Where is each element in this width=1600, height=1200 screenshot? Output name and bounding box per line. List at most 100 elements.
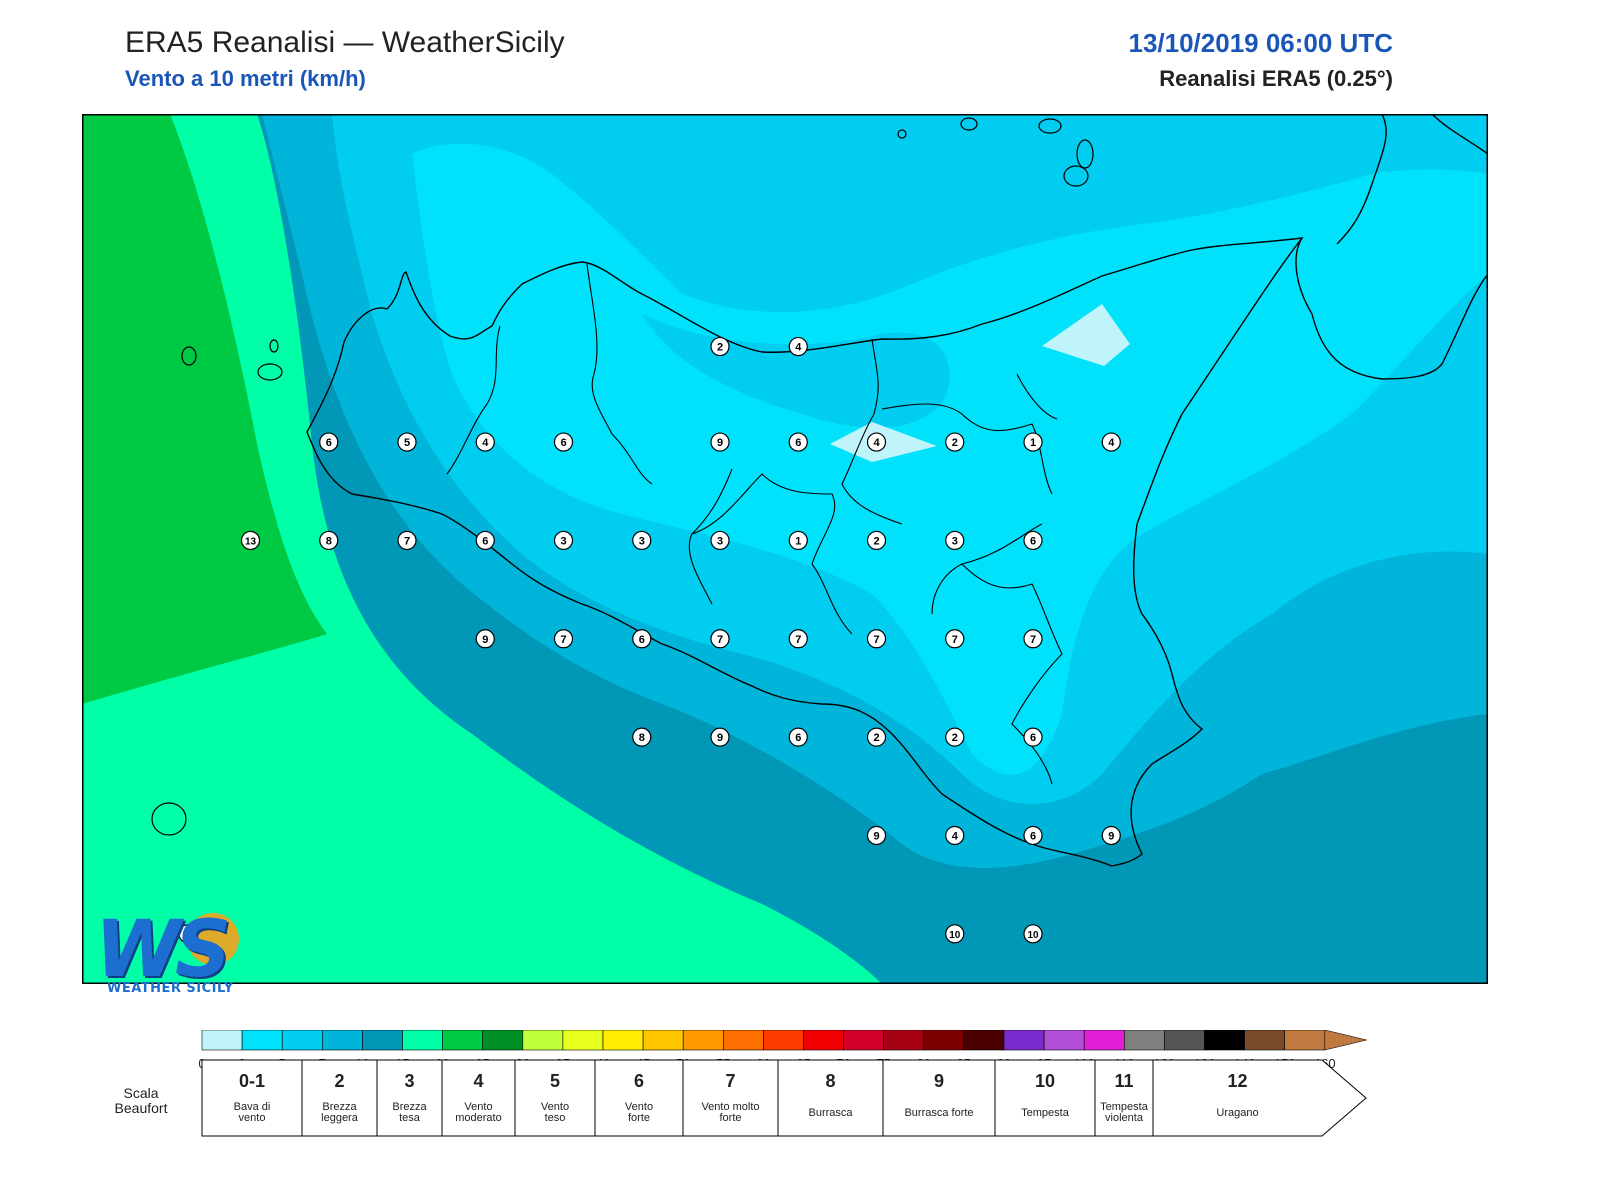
map-datetime: 13/10/2019 06:00 UTC — [1128, 28, 1393, 58]
wind-value-text: 6 — [560, 437, 566, 449]
wind-value-marker: 13 — [240, 530, 261, 551]
island-vulcano — [1038, 118, 1062, 134]
beaufort-label: Scala Beaufort — [115, 1085, 168, 1116]
wind-value-text: 3 — [717, 535, 723, 547]
wind-value-marker: 6 — [632, 629, 652, 649]
wind-marker-circle — [866, 432, 887, 452]
wind-value-marker: 4 — [475, 432, 495, 452]
wind-value-text: 1 — [1030, 437, 1036, 449]
wind-value-text: 4 — [1108, 437, 1115, 449]
wind-value-marker: 7 — [788, 629, 808, 649]
wind-marker-circle — [945, 825, 965, 846]
beaufort-scale: Scala Beaufort 0-1 Bava di vento 2 Brezza legge… — [115, 1059, 1367, 1137]
colorbar-swatch — [923, 1030, 965, 1051]
colorbar-swatch — [1164, 1030, 1205, 1051]
colorbar-swatch — [201, 1030, 243, 1051]
wind-value-marker: 1 — [1023, 432, 1043, 452]
wind-value-marker: 7 — [397, 530, 417, 551]
island-stromboli — [1063, 165, 1089, 187]
logo-mark: WS — [95, 905, 231, 995]
field-band-15-20 — [82, 114, 882, 984]
wind-value-text: 7 — [560, 634, 566, 646]
wind-marker-circle — [788, 336, 808, 357]
island-egadi-3 — [269, 339, 279, 353]
wind-marker-circle — [788, 629, 808, 649]
wind-value-text: 3 — [952, 535, 958, 547]
map-title: ERA5 Reanalisi — WeatherSicily — [125, 26, 565, 59]
field-band-20-25 — [82, 114, 327, 704]
wind-marker-circle — [475, 432, 495, 452]
wind-map: 2 4 6 5 4 6 9 6 4 2 1 4 13 8 7 6 3 3 3 1 2 3 6 9 7 6 7 7 7 7 7 8 9 6 2 2 6 9 4… — [82, 114, 1488, 984]
beaufort-description: Tempesta violenta — [1100, 1101, 1149, 1124]
island-pantelleria — [151, 802, 187, 836]
wind-value-marker: 3 — [632, 530, 652, 551]
wind-marker-circle — [866, 530, 887, 551]
beaufort-description: Vento molto forte — [701, 1101, 759, 1124]
wind-value-text: 6 — [482, 535, 488, 547]
wind-value-marker: 9 — [475, 629, 495, 649]
wind-marker-circle — [1023, 629, 1043, 649]
wind-value-marker: 3 — [553, 530, 574, 551]
calabria-coastline — [1295, 114, 1488, 380]
wind-value-text: 3 — [560, 535, 566, 547]
wind-marker-circle — [788, 432, 808, 452]
wind-marker-circle — [710, 530, 730, 551]
wind-value-marker: 1 — [788, 530, 808, 551]
beaufort-number: 3 — [404, 1071, 414, 1091]
colorbar-swatch — [963, 1030, 1005, 1051]
colorbar-swatch — [763, 1030, 804, 1051]
wind-marker-circle — [866, 727, 887, 747]
wind-marker-circle — [632, 727, 652, 747]
colorbar-swatch — [1124, 1030, 1165, 1051]
wind-marker-circle — [475, 629, 495, 649]
beaufort-description: Burrasca forte — [904, 1107, 973, 1119]
colorbar-swatch — [442, 1030, 484, 1051]
wind-marker-circle — [319, 530, 339, 551]
wind-value-marker: 2 — [945, 727, 965, 747]
wind-marker-circle — [710, 629, 730, 649]
sicily-coastline — [306, 237, 1304, 867]
wind-value-marker: 9 — [710, 432, 730, 452]
wind-value-text: 5 — [404, 437, 410, 449]
wind-value-text: 6 — [795, 732, 801, 744]
wind-marker-circle — [1023, 825, 1043, 846]
beaufort-description: Brezza tesa — [392, 1101, 427, 1124]
wind-marker-circle — [319, 432, 339, 452]
beaufort-number: 4 — [473, 1071, 483, 1091]
wind-value-marker: 10 — [1023, 924, 1043, 944]
province-boundaries — [446, 263, 1063, 785]
wind-value-marker: 7 — [945, 629, 965, 649]
wind-marker-circle — [945, 432, 965, 452]
wind-marker-circle — [710, 432, 730, 452]
colorbar-arrow — [1324, 1030, 1367, 1051]
wind-marker-circle — [1023, 924, 1043, 944]
wind-value-marker: 6 — [788, 727, 808, 747]
colorbar-swatch — [1204, 1030, 1245, 1051]
colorbar-swatch — [642, 1030, 684, 1051]
wind-value-text: 9 — [1108, 830, 1114, 842]
colorbar-swatch — [281, 1030, 323, 1051]
beaufort-description: Bava di vento — [234, 1101, 271, 1124]
wind-marker-circle — [866, 825, 887, 846]
wind-value-marker: 4 — [1101, 432, 1121, 452]
wind-value-marker: 4 — [866, 432, 887, 452]
wind-value-text: 9 — [482, 634, 488, 646]
beaufort-number: 8 — [825, 1071, 835, 1091]
beaufort-number: 5 — [550, 1071, 560, 1091]
colorbar-swatch — [602, 1030, 644, 1051]
wind-marker-circle — [945, 530, 965, 551]
wind-value-marker: 2 — [945, 432, 965, 452]
wind-marker-circle — [710, 727, 730, 747]
wind-value-marker: 8 — [632, 727, 652, 747]
beaufort-number: 0-1 — [239, 1071, 265, 1091]
colorbar-swatch — [1244, 1030, 1285, 1051]
wind-value-text: 2 — [873, 535, 879, 547]
wind-value-marker: 6 — [553, 432, 574, 452]
wind-value-text: 4 — [952, 830, 959, 842]
wind-value-marker: 2 — [866, 530, 887, 551]
colorbar-swatch — [1083, 1030, 1125, 1051]
wind-value-marker: 6 — [475, 530, 495, 551]
wind-value-text: 8 — [639, 732, 645, 744]
logo-sun-icon — [187, 913, 239, 965]
wind-value-marker: 4 — [945, 825, 965, 846]
